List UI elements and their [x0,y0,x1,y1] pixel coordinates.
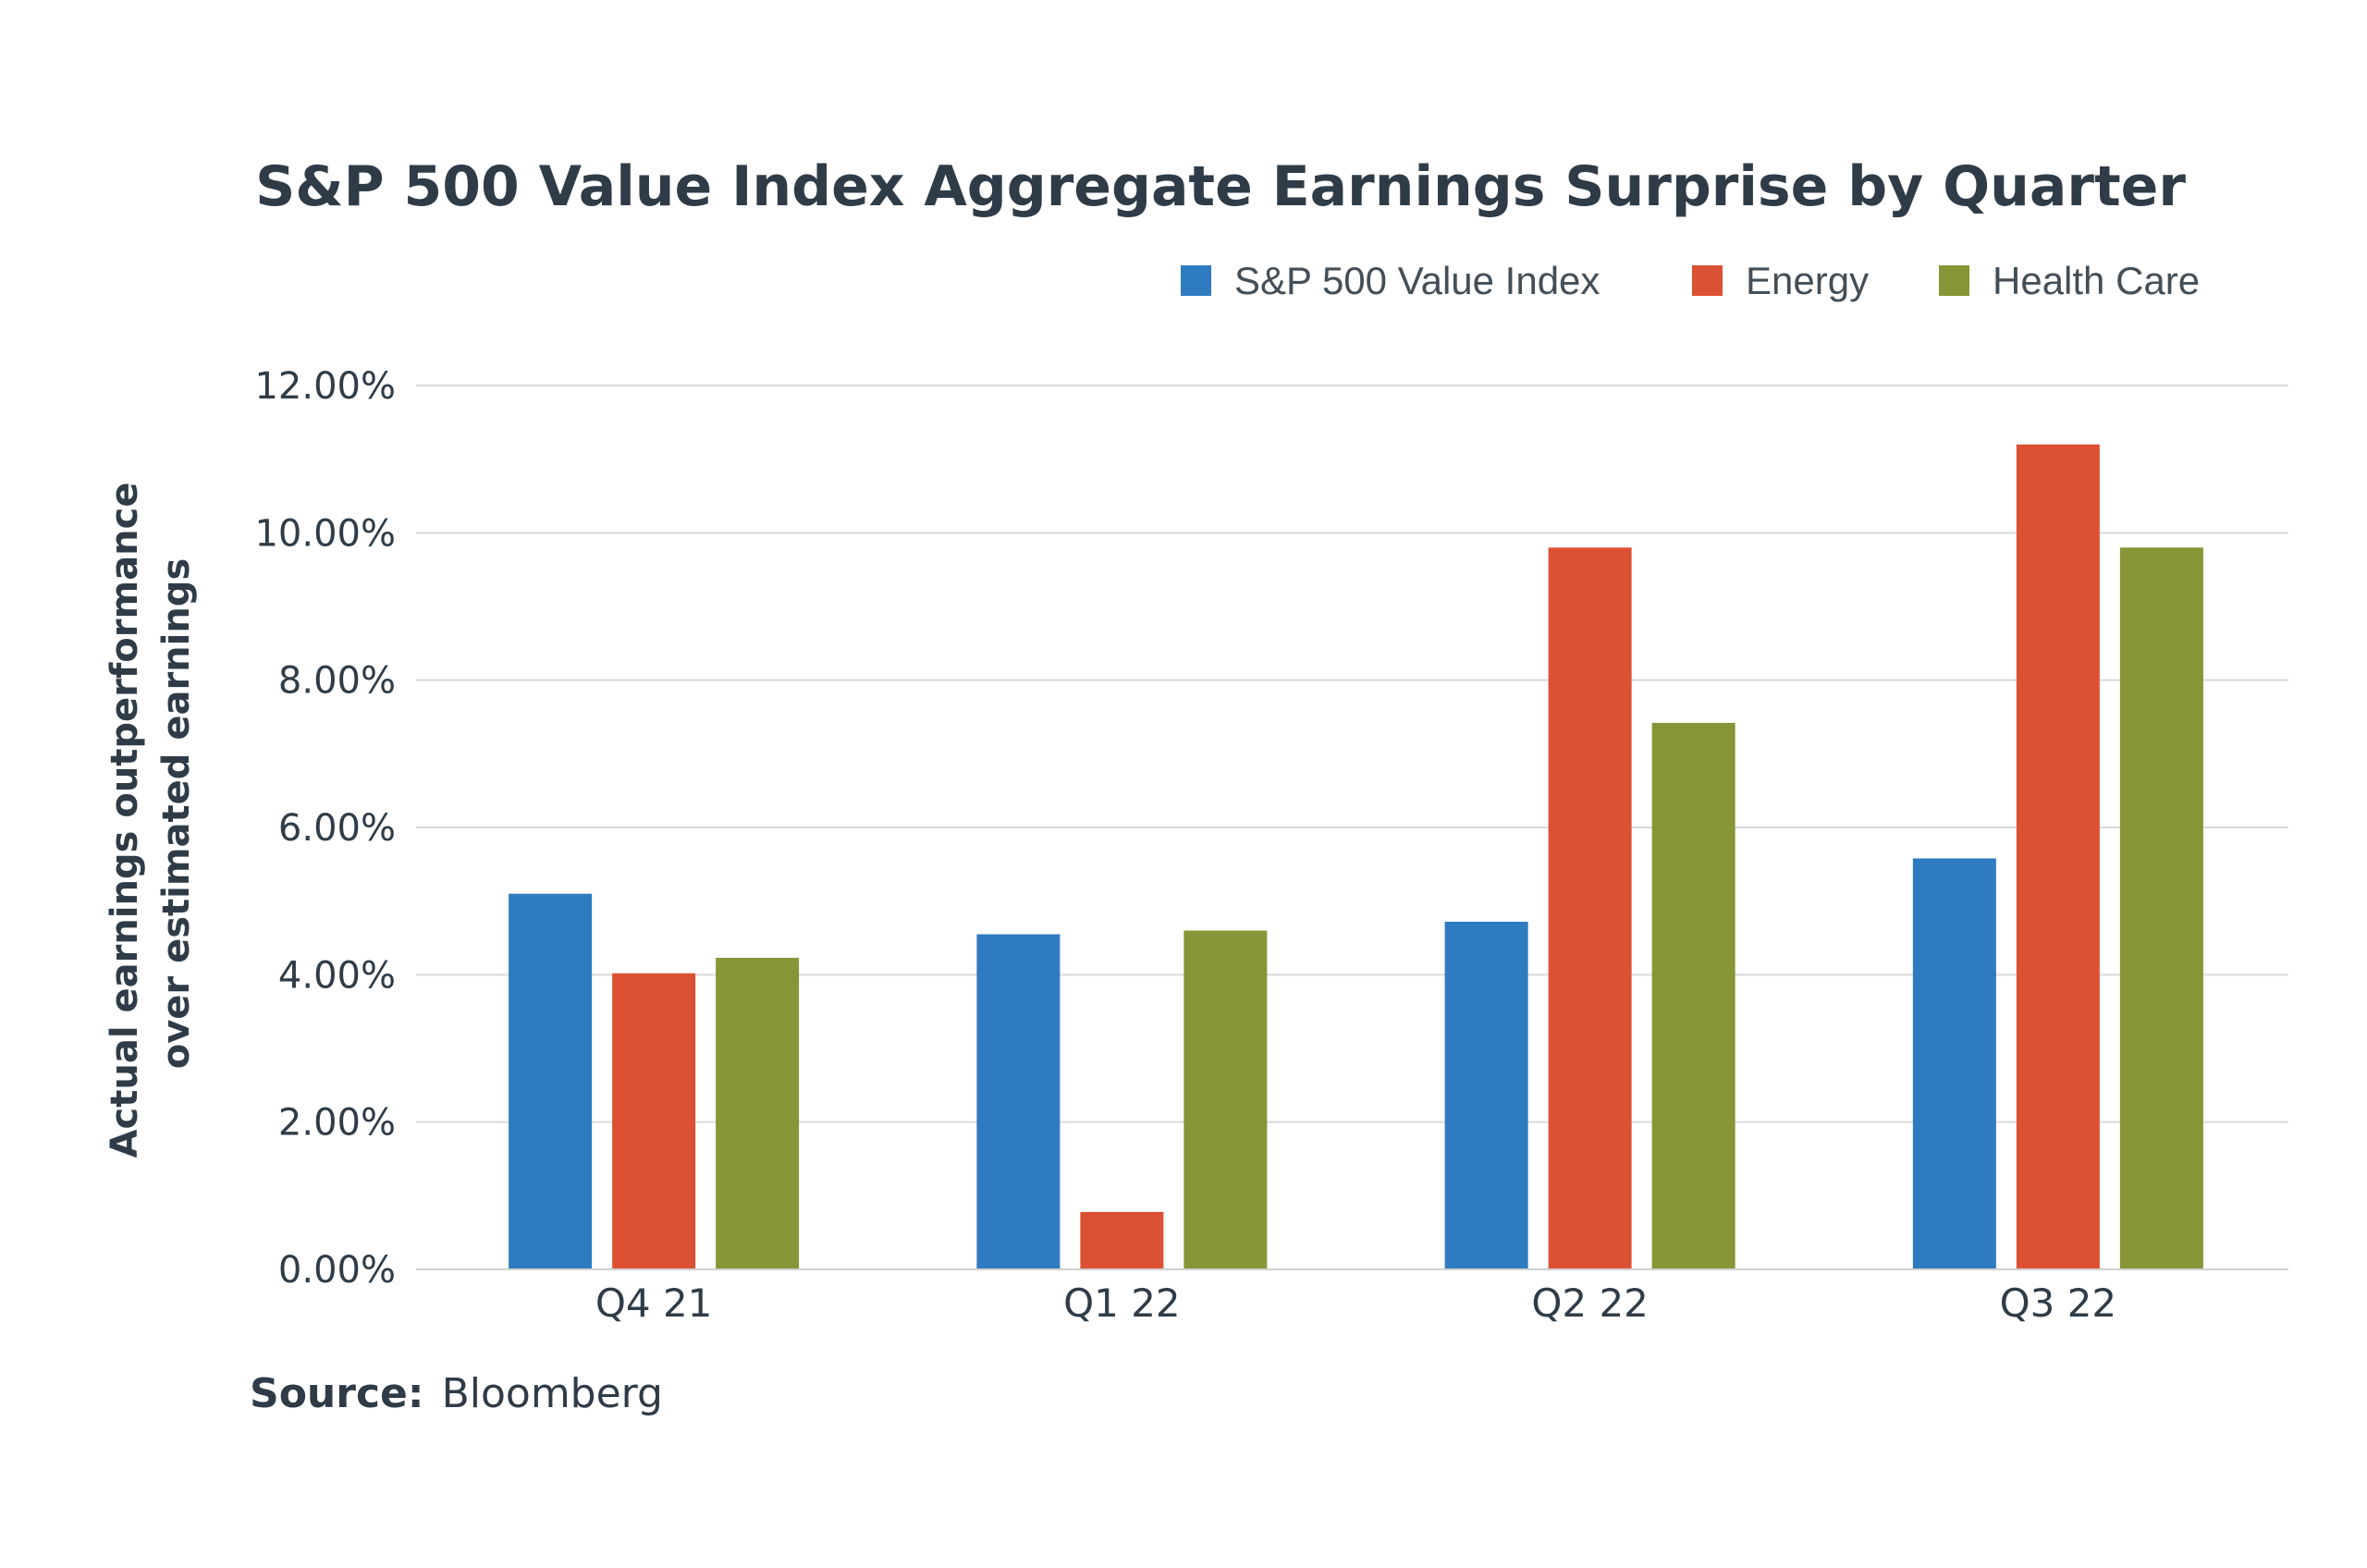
legend-item-health-care: Health Care [1939,259,2200,302]
bar-health-care-q4-21 [716,958,800,1269]
y-axis-tick-labels: 0.00% 2.00% 4.00% 6.00% 8.00% 10.00% 12.00% [254,365,396,1292]
y-axis-label-line-2: over estimated earnings [155,558,198,1070]
bar-energy-q4-21 [612,973,696,1269]
legend-label: S&P 500 Value Index [1234,259,1600,302]
y-tick-label: 8.00% [278,660,396,703]
bars [509,444,2203,1269]
bar-s-p-500-value-index-q4-21 [509,893,593,1269]
bar-energy-q2-22 [1548,547,1632,1269]
source-text: Bloomberg [442,1370,663,1417]
bar-health-care-q2-22 [1651,722,1735,1269]
bar-s-p-500-value-index-q3-22 [1912,858,1996,1269]
bar-health-care-q1-22 [1184,930,1268,1269]
x-tick-label: Q1 22 [1063,1280,1181,1326]
legend-swatch [1939,265,1969,296]
gridlines [416,385,2288,1123]
y-tick-label: 0.00% [278,1249,396,1292]
legend: S&P 500 Value Index Energy Health Care [1181,259,2200,302]
bar-health-care-q3-22 [2119,547,2203,1269]
x-axis-category-labels: Q4 21 Q1 22 Q2 22 Q3 22 [595,1280,2116,1326]
y-axis-label-line-1: Actual earnings outperformance [104,483,146,1158]
y-tick-label: 4.00% [278,954,396,997]
chart-title: S&P 500 Value Index Aggregate Earnings S… [255,154,2186,219]
x-tick-label: Q4 21 [595,1280,713,1326]
y-tick-label: 6.00% [278,807,396,850]
y-axis-label: Actual earnings outperformance over esti… [104,470,198,1158]
x-tick-label: Q2 22 [1531,1280,1649,1326]
y-tick-label: 10.00% [254,512,396,555]
source-note: Source: Bloomberg [250,1370,663,1417]
x-tick-label: Q3 22 [2000,1280,2117,1326]
bar-s-p-500-value-index-q1-22 [976,934,1061,1269]
y-tick-label: 12.00% [254,365,396,408]
legend-item-s-p-500-value-index: S&P 500 Value Index [1181,259,1600,302]
legend-label: Health Care [1993,259,2200,302]
legend-swatch [1692,265,1723,296]
bar-energy-q1-22 [1080,1211,1164,1269]
legend-swatch [1181,265,1211,296]
legend-label: Energy [1746,259,1869,302]
source-label: Source: [250,1370,423,1417]
legend-item-energy: Energy [1692,259,1869,302]
bar-energy-q3-22 [2016,444,2100,1269]
bar-s-p-500-value-index-q2-22 [1444,921,1528,1269]
y-tick-label: 2.00% [278,1102,396,1145]
